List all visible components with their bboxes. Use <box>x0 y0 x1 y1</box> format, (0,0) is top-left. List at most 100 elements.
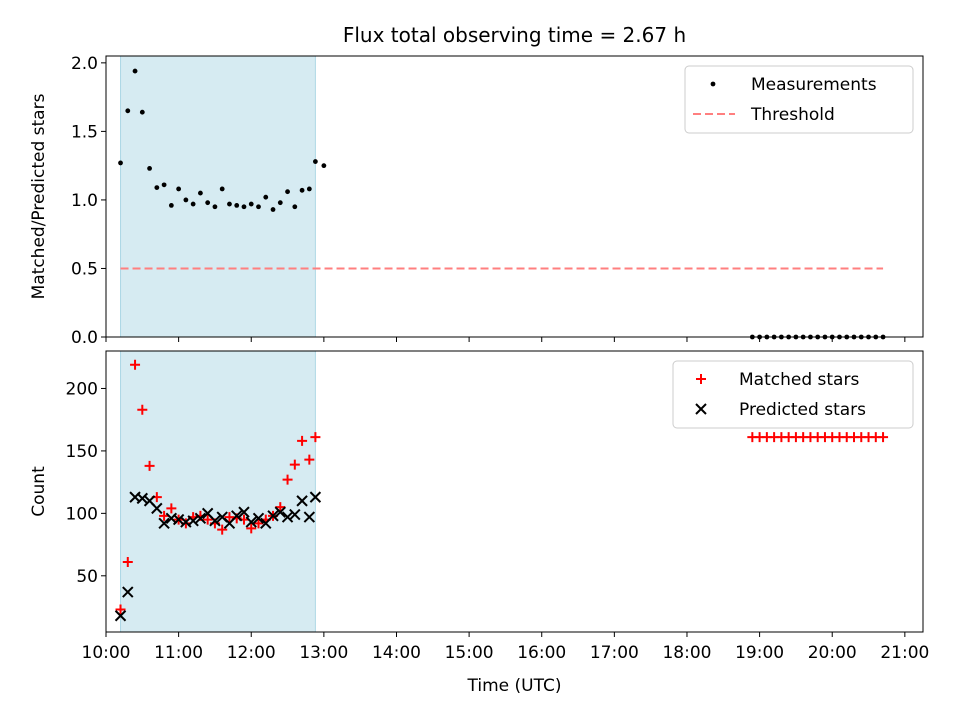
x-axis-label: Time (UTC) <box>467 676 562 696</box>
data-point <box>132 68 138 74</box>
data-point <box>312 159 318 164</box>
data-point <box>309 491 322 503</box>
series-predicted-stars <box>114 491 322 622</box>
x-tick-label: 11:00 <box>154 643 203 663</box>
data-point <box>137 404 148 415</box>
panel-2 <box>101 350 924 637</box>
data-point <box>238 506 250 518</box>
data-point <box>115 604 126 615</box>
x-tick-label: 19:00 <box>735 643 784 663</box>
y-tick-label: 50 <box>76 567 98 587</box>
legend-marker <box>696 374 706 384</box>
data-point <box>248 201 254 207</box>
x-tick-label: 15:00 <box>445 643 494 663</box>
data-point <box>219 186 225 192</box>
data-point <box>270 207 276 212</box>
data-point <box>285 189 290 195</box>
data-point <box>194 512 207 525</box>
data-point <box>878 432 889 443</box>
x-tick-label: 16:00 <box>517 643 566 663</box>
data-point <box>245 516 257 528</box>
plot-frame <box>105 350 924 633</box>
data-point <box>296 495 308 507</box>
y-axis-label: Count <box>29 466 49 517</box>
legend-box <box>672 360 914 429</box>
panel-1 <box>101 55 924 342</box>
data-point <box>275 502 286 513</box>
y-tick-label: 100 <box>66 504 98 524</box>
data-point <box>267 510 279 522</box>
data-point <box>321 163 327 169</box>
data-point <box>139 109 145 115</box>
data-point <box>166 503 177 514</box>
legend-label: Threshold <box>750 105 835 125</box>
data-point <box>125 108 131 114</box>
data-point <box>172 513 185 526</box>
data-point <box>274 506 287 518</box>
legend-marker <box>710 81 716 87</box>
data-point <box>256 204 261 210</box>
x-tick-label: 17:00 <box>590 643 639 663</box>
data-point <box>114 610 127 622</box>
y-tick-label: 0.5 <box>71 259 98 279</box>
legend <box>672 360 914 429</box>
data-point <box>253 518 264 529</box>
data-point <box>304 454 315 465</box>
data-point <box>292 204 298 210</box>
x-tick-label: 18:00 <box>662 643 711 663</box>
legend-label: Predicted stars <box>739 400 866 420</box>
data-point <box>277 200 283 206</box>
data-point <box>136 492 149 505</box>
data-point <box>122 586 134 598</box>
data-point <box>252 512 265 525</box>
x-tick-label: 12:00 <box>227 643 276 663</box>
data-point <box>154 185 160 190</box>
data-point <box>168 203 174 208</box>
data-point <box>303 511 316 523</box>
data-point <box>231 510 243 522</box>
x-tick-label: 13:00 <box>299 643 348 663</box>
shaded-span <box>120 350 316 633</box>
y-tick-label: 1.5 <box>71 122 98 142</box>
data-point <box>297 435 308 446</box>
data-point <box>289 508 301 521</box>
x-tick-label: 20:00 <box>808 643 857 663</box>
data-point <box>205 200 211 206</box>
data-point <box>122 557 133 568</box>
data-point <box>289 459 300 470</box>
y-tick-label: 150 <box>66 442 98 462</box>
data-point <box>241 204 247 210</box>
data-point <box>159 510 170 521</box>
legend <box>684 65 914 134</box>
x-tick-label: 10:00 <box>82 643 131 663</box>
y-axis-label: Matched/Predicted stars <box>29 93 49 299</box>
data-point <box>187 515 199 527</box>
data-point <box>118 160 123 166</box>
shaded-span <box>120 55 316 338</box>
data-point <box>144 460 155 471</box>
plot-frame <box>105 55 924 338</box>
x-tick-label: 21:00 <box>880 643 929 663</box>
data-point <box>224 512 235 523</box>
data-point <box>310 432 321 443</box>
data-point <box>282 474 293 485</box>
data-point <box>263 194 269 200</box>
data-point <box>198 190 203 196</box>
data-point <box>299 187 305 193</box>
legend-box <box>684 65 914 134</box>
y-tick-label: 2.0 <box>71 54 98 74</box>
data-point <box>227 201 232 207</box>
x-tick-label: 14:00 <box>372 643 421 663</box>
data-point <box>202 514 213 525</box>
legend-label: Measurements <box>751 75 877 95</box>
chart-title: Flux total observing time = 2.67 h <box>343 23 686 47</box>
data-point <box>151 502 163 515</box>
data-point <box>212 204 218 210</box>
data-point <box>130 359 141 370</box>
data-point <box>234 203 240 208</box>
data-point <box>158 517 170 530</box>
y-tick-label: 200 <box>66 379 98 399</box>
data-point <box>246 523 257 534</box>
y-tick-label: 1.0 <box>71 191 98 211</box>
data-point <box>161 182 167 188</box>
